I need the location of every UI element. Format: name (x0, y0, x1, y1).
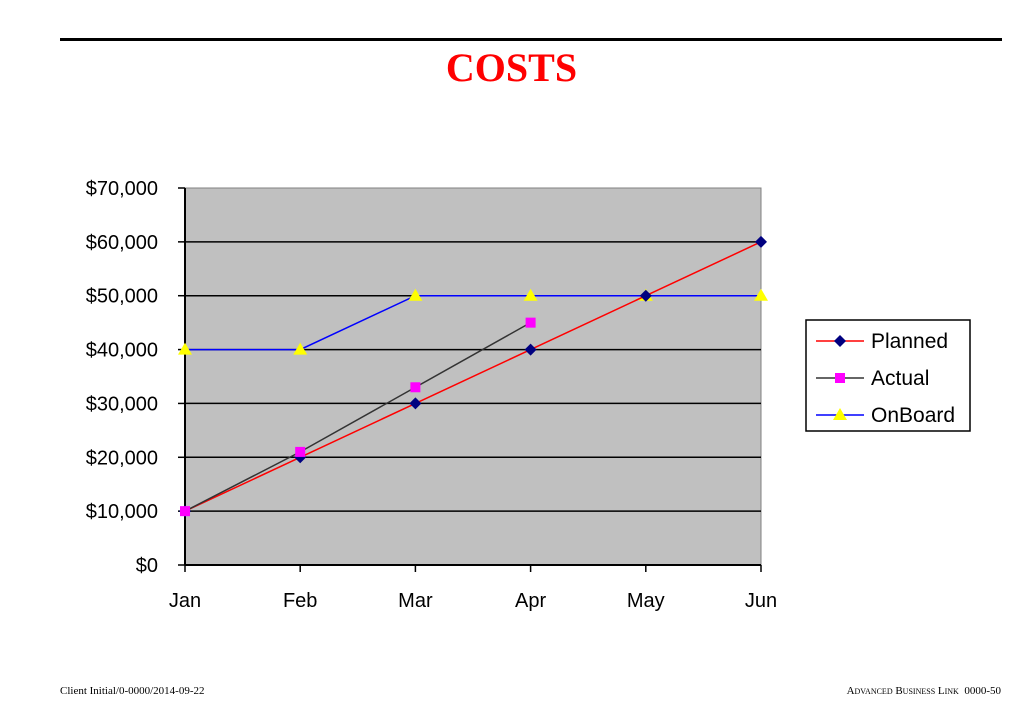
planned-point (409, 397, 422, 410)
planned-point (524, 343, 537, 356)
footer-brand-page: Advanced Business Link 0000-50 (847, 685, 1001, 697)
actual-point (180, 506, 190, 517)
legend-marker-actual (835, 373, 845, 383)
y-tick-label: $70,000 (86, 178, 158, 200)
slide-title: COSTS (445, 45, 578, 90)
legend-label-planned: Planned (871, 330, 948, 353)
y-tick-label: $40,000 (86, 340, 158, 362)
x-tick-label: Apr (515, 590, 546, 612)
legend-marker-planned (834, 335, 846, 347)
legend-marker-onboard (833, 408, 847, 420)
onboard-point (523, 288, 538, 301)
onboard-point (293, 342, 308, 355)
onboard-point (408, 288, 423, 301)
y-tick-label: $60,000 (86, 232, 158, 254)
x-tick-label: Jan (169, 590, 201, 612)
y-tick-label: $20,000 (86, 447, 158, 469)
legend-label-onboard: OnBoard (871, 404, 955, 427)
planned-point (639, 289, 652, 302)
actual-point (410, 382, 421, 393)
y-tick-label: $0 (136, 555, 158, 577)
planned-series-line (184, 241, 762, 512)
x-tick-label: Feb (283, 590, 317, 612)
onboard-point (178, 342, 192, 355)
onboard-point (754, 288, 768, 301)
legend-label-actual: Actual (871, 367, 929, 390)
x-tick-label: Mar (398, 590, 433, 612)
actual-series-line (184, 321, 531, 512)
x-tick-label: May (627, 590, 665, 612)
x-tick-label: Jun (745, 590, 777, 612)
planned-point (755, 235, 767, 248)
actual-point (525, 317, 536, 328)
y-tick-label: $50,000 (86, 286, 158, 308)
footer-page-number: 0000-50 (964, 685, 1001, 697)
top-rule (60, 38, 1002, 41)
y-tick-label: $10,000 (86, 501, 158, 523)
y-tick-label: $30,000 (86, 393, 158, 415)
actual-point (295, 446, 306, 457)
onboard-series-line (185, 294, 761, 351)
footer-client-id: Client Initial/0-0000/2014-09-22 (60, 685, 205, 697)
legend: Planned Actual OnBoard (805, 319, 971, 432)
footer-brand: Advanced Business Link (846, 685, 959, 697)
legend-box (805, 319, 971, 432)
